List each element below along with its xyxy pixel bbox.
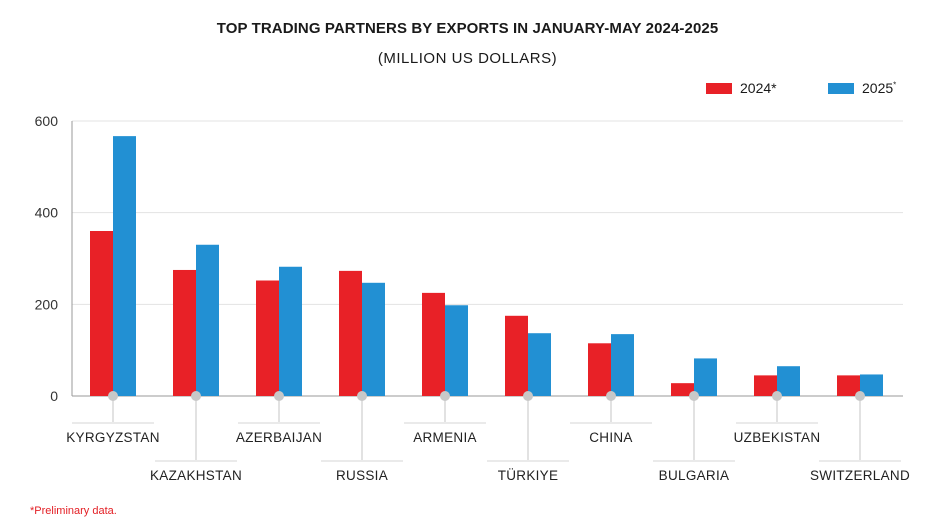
x-tick-label: SWITZERLAND [810,468,910,483]
bar-2024 [339,270,362,396]
bar-2025 [196,244,219,396]
x-tick-label: ARMENIA [413,430,477,445]
y-tick-label: 400 [35,205,59,221]
legend-swatch-2024 [706,83,732,94]
axis-dot [523,391,533,401]
x-tick-label: KYRGYZSTAN [66,430,160,445]
legend-label-2025: 2025* [862,80,897,96]
axis-dot [606,391,616,401]
axis-dot [274,391,284,401]
x-tick-label: CHINA [589,430,633,445]
bar-2024 [588,343,611,396]
axis-dot [357,391,367,401]
footnote: *Preliminary data. [30,505,117,517]
bar-2024 [671,383,694,396]
axis-dot [772,391,782,401]
axis-dot [191,391,201,401]
bar-2025 [777,366,800,396]
x-tick-label: RUSSIA [336,468,388,483]
legend-label-2024: 2024* [740,80,777,96]
axis-dot [108,391,118,401]
axis-dot [689,391,699,401]
x-tick-label: TÜRKIYE [498,468,559,483]
bar-2024 [505,315,528,396]
bar-2025 [113,136,136,396]
bar-2024 [422,292,445,396]
bar-2024 [256,280,279,396]
bar-2024 [837,375,860,396]
chart-title: TOP TRADING PARTNERS BY EXPORTS IN JANUA… [216,20,719,37]
bar-2025 [362,282,385,396]
x-tick-label: AZERBAIJAN [236,430,322,445]
y-tick-label: 0 [50,388,58,404]
bar-2025 [694,358,717,396]
axis-dot [440,391,450,401]
y-tick-label: 600 [35,113,59,129]
x-tick-label: UZBEKISTAN [734,430,821,445]
bar-2025 [445,305,468,396]
x-tick-label: KAZAKHSTAN [150,468,242,483]
bar-2024 [90,231,113,396]
axis-dot [855,391,865,401]
chart-subtitle: (MILLION US DOLLARS) [377,50,558,67]
bar-2024 [173,269,196,396]
bar-2025 [528,333,551,396]
y-tick-label: 200 [35,296,59,312]
bar-2024 [754,375,777,396]
bar-2025 [611,334,634,396]
bar-2025 [860,374,883,396]
bar-2025 [279,266,302,396]
legend-swatch-2025 [828,83,854,94]
x-tick-label: BULGARIA [659,468,730,483]
